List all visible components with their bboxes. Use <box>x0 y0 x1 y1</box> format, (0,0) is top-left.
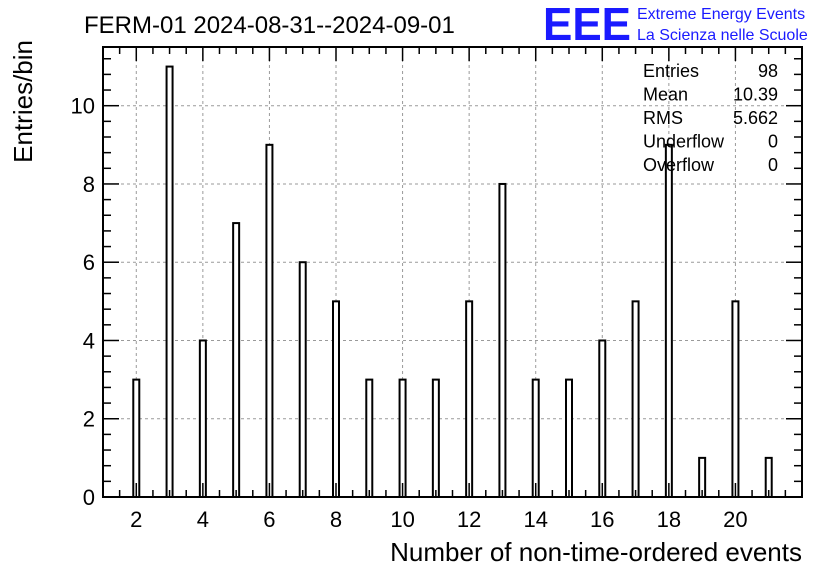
stat-value: 0 <box>768 155 778 175</box>
histogram-bar <box>465 300 474 499</box>
histogram-bar <box>232 222 241 499</box>
histogram-bar <box>298 261 307 498</box>
logo-line-2: La Scienza nelle Scuole <box>637 27 808 44</box>
stat-label: Entries <box>643 61 699 81</box>
y-tick-label: 2 <box>83 407 95 432</box>
histogram-bar <box>664 143 673 498</box>
stat-value: 5.662 <box>733 108 778 128</box>
x-tick-label: 20 <box>723 507 747 532</box>
tick-labels: 2 4 6 8 10 12 14 16 18 20 0 2 4 6 8 10 <box>71 94 748 532</box>
grid-lines <box>103 47 802 498</box>
histogram-bar <box>631 300 640 499</box>
x-tick-label: 14 <box>523 507 547 532</box>
logo-mark: EEE <box>543 0 631 50</box>
histogram-bar <box>598 339 607 499</box>
x-tick-label: 4 <box>197 507 209 532</box>
axis-ticks <box>102 47 803 498</box>
x-tick-label: 12 <box>457 507 481 532</box>
histogram-bar <box>265 143 274 498</box>
histogram-bar <box>365 378 374 499</box>
y-tick-label: 10 <box>71 94 95 119</box>
histogram-bar <box>332 300 340 499</box>
histogram-bar <box>498 182 507 499</box>
histogram-bar <box>731 300 740 499</box>
stat-label: Underflow <box>643 132 725 152</box>
histogram-bar <box>165 65 174 498</box>
x-tick-label: 18 <box>657 507 681 532</box>
y-tick-label: 4 <box>83 328 95 353</box>
histogram-bar <box>398 378 407 499</box>
y-tick-label: 8 <box>83 172 95 197</box>
plot-frame <box>102 46 803 498</box>
stat-value: 98 <box>758 61 778 81</box>
eee-logo: EEE Extreme Energy Events La Scienza nel… <box>543 0 808 50</box>
stat-value: 10.39 <box>733 85 778 105</box>
x-axis-label: Number of non-time-ordered events <box>390 537 802 567</box>
logo-line-1: Extreme Energy Events <box>637 6 805 23</box>
histogram-bar <box>198 339 207 499</box>
x-tick-label: 16 <box>590 507 614 532</box>
histogram-bar <box>565 378 573 499</box>
x-tick-label: 10 <box>390 507 414 532</box>
histogram-bars <box>132 65 773 499</box>
stat-label: RMS <box>643 108 683 128</box>
y-tick-label: 6 <box>83 250 95 275</box>
histogram-bar <box>431 378 440 499</box>
y-axis-label: Entries/bin <box>8 40 38 163</box>
y-tick-label: 0 <box>83 485 95 510</box>
stat-label: Mean <box>643 85 688 105</box>
chart-title: FERM-01 2024-08-31--2024-09-01 <box>84 12 455 39</box>
stats-box: Entries 98 Mean 10.39 RMS 5.662 Underflow 0 Over… <box>643 61 778 175</box>
stat-label: Overflow <box>643 155 715 175</box>
x-tick-label: 2 <box>130 507 142 532</box>
histogram-bar <box>531 378 540 499</box>
x-tick-label: 8 <box>330 507 342 532</box>
stat-value: 0 <box>768 132 778 152</box>
x-tick-label: 6 <box>263 507 275 532</box>
histogram-bar <box>132 378 141 499</box>
